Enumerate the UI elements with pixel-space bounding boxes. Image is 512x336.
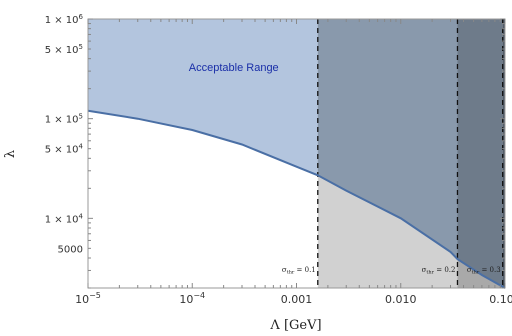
annotation-acceptable-range: Acceptable Range <box>189 62 279 74</box>
threshold-label-3: σthr = 0.3 <box>467 266 501 276</box>
plot-area <box>88 19 505 288</box>
labels: Acceptable Range Λ [GeV] λ σthr = 0.1 σth… <box>3 13 512 333</box>
y-tick-label: 1 × 106 <box>45 13 84 26</box>
y-tick-label: 5000 <box>58 244 83 255</box>
x-tick-label: 0.100 <box>489 293 512 306</box>
y-tick-label: 1 × 105 <box>45 113 83 126</box>
y-tick-label: 5 × 105 <box>45 43 83 56</box>
curve-layer <box>87 109 506 289</box>
x-tick-label: 0.010 <box>385 293 417 306</box>
excluded-band-1 <box>317 19 458 260</box>
x-tick-label: 10−5 <box>75 291 101 306</box>
threshold-label-1: σthr = 0.1 <box>282 266 316 276</box>
y-tick-label: 5 × 104 <box>45 143 84 156</box>
x-tick-label: 0.001 <box>281 293 313 306</box>
plot-regions <box>88 19 505 288</box>
threshold-label-2: σthr = 0.2 <box>422 266 456 276</box>
y-axis-title: λ <box>3 150 18 158</box>
y-tick-label: 1 × 104 <box>45 212 84 225</box>
excluded-band-2 <box>457 19 503 287</box>
boundary-curve <box>87 109 506 289</box>
tick-marks <box>87 18 506 289</box>
x-tick-label: 10−4 <box>179 291 205 306</box>
x-axis-title: Λ [GeV] <box>269 318 321 333</box>
